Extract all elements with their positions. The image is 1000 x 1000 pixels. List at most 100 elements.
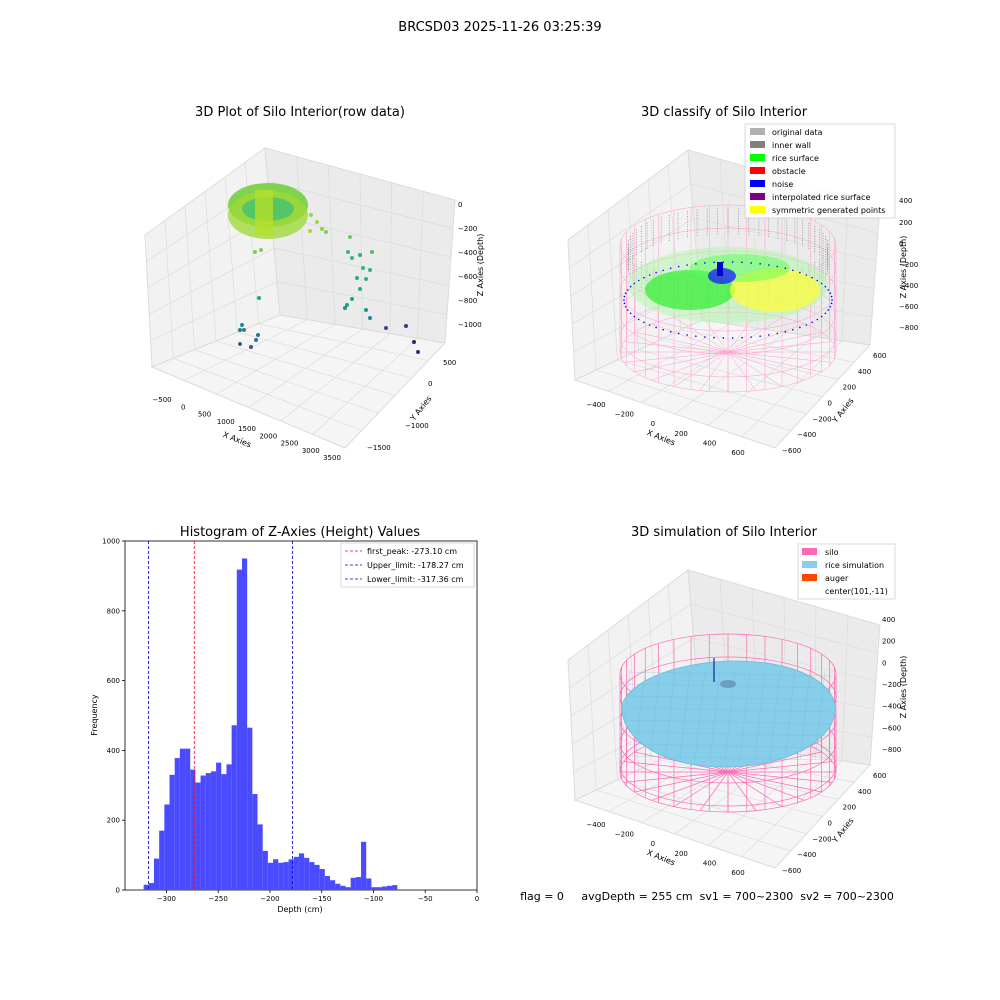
histogram-y-tick-label: 0 [116, 887, 120, 895]
raw-scatter-point [254, 338, 258, 342]
raw-scatter-point [368, 268, 372, 272]
histogram-y-tick-label: 800 [107, 607, 120, 615]
figure-suptitle: BRCSD03 2025-11-26 03:25:39 [398, 20, 601, 35]
x-tick-label: 3000 [302, 447, 320, 455]
histogram-bar [298, 853, 305, 890]
x-tick-label: 400 [703, 439, 716, 447]
classify-legend-label: inner wall [772, 141, 811, 150]
histogram-legend-label: Upper_limit: -178.27 cm [367, 561, 464, 570]
histogram-bar [329, 880, 336, 890]
simulation-legend-label: rice simulation [825, 561, 884, 570]
y-tick-label: 400 [858, 788, 871, 796]
histogram-bar [278, 862, 284, 890]
histogram-bar [293, 856, 299, 890]
raw-scatter-point [348, 235, 352, 239]
histogram-title: Histogram of Z-Axies (Height) Values [180, 525, 420, 540]
y-tick-label: 400 [858, 368, 871, 376]
y-tick-label: −400 [797, 851, 816, 859]
x-tick-label: 500 [198, 411, 211, 419]
classify-legend-swatch [750, 141, 765, 148]
raw-scatter-point [364, 277, 368, 281]
histogram-bar [283, 862, 289, 890]
classify-x-axis-label: X Axies [646, 428, 677, 447]
z-tick-label: −200 [458, 225, 477, 233]
raw-scatter-point [350, 297, 354, 301]
status-line: flag = 0 avgDepth = 255 cm sv1 = 700~230… [520, 890, 894, 903]
histogram-bar [309, 862, 315, 890]
histogram-bar [190, 769, 196, 890]
histogram-bar [371, 887, 377, 890]
histogram-bar [355, 877, 362, 890]
classify-legend-swatch [750, 180, 765, 187]
z-tick-label: 0 [458, 201, 462, 209]
x-tick-label: −400 [586, 401, 605, 409]
raw-scatter-point [345, 303, 349, 307]
histogram-bar [304, 857, 310, 890]
raw-scatter-point [238, 342, 242, 346]
histogram-bar [185, 748, 191, 890]
histogram-x-tick-label: −200 [260, 895, 279, 903]
raw-scatter-point [364, 308, 368, 312]
classify-legend: original data inner wall rice surface obsta… [744, 123, 896, 219]
histogram-legend-label: Lower_limit: -317.36 cm [367, 575, 464, 584]
histogram-bar [210, 771, 217, 890]
y-tick-label: 600 [873, 772, 886, 780]
z-tick-label: 0 [899, 240, 903, 248]
z-tick-label: −800 [899, 324, 918, 332]
raw-rice-surface-cloud [228, 183, 308, 239]
x-tick-label: 2500 [281, 440, 299, 448]
histogram-bar [319, 869, 325, 890]
y-tick-label: 200 [843, 384, 856, 392]
z-tick-label: −400 [882, 703, 901, 711]
raw-z-axis-label: Z Axies (Depth) [476, 234, 485, 297]
histogram-bar [216, 762, 222, 890]
x-tick-label: 1000 [217, 418, 235, 426]
x-tick-label: −200 [615, 411, 634, 419]
z-tick-label: −600 [458, 273, 477, 281]
z-tick-label: −800 [882, 746, 901, 754]
classify-legend-label: rice surface [772, 154, 819, 163]
histogram-legend: first_peak: -273.10 cm Upper_limit: -178.… [340, 542, 475, 588]
histogram-bar [257, 824, 263, 890]
y-tick-label: 0 [828, 400, 832, 408]
raw-scatter-point [257, 296, 261, 300]
raw-3d-plot: 3D Plot of Silo Interior(row data) −500 0… [144, 105, 485, 462]
x-tick-label: 600 [731, 869, 744, 877]
x-tick-label: 200 [675, 850, 688, 858]
histogram-bar [221, 774, 227, 890]
histogram-bar [169, 774, 175, 890]
classify-z-top-tick: 400 [899, 197, 912, 205]
raw-scatter-point [238, 328, 242, 332]
histogram-bar [179, 748, 186, 890]
classify-legend-swatch [750, 128, 765, 135]
histogram-bar [236, 569, 242, 890]
z-tick-label: 400 [882, 616, 895, 624]
classify-point-cloud [623, 208, 833, 339]
histogram-x-tick-label: −300 [157, 895, 176, 903]
raw-scatter-point [384, 326, 388, 330]
histogram-bar [345, 887, 351, 890]
histogram-x-tick-label: −250 [209, 895, 228, 903]
histogram-bar [324, 876, 330, 890]
classify-z-axis-label: Z Axies (Depth) [899, 236, 908, 299]
histogram-bar [153, 858, 160, 890]
classify-legend-label: interpolated rice surface [772, 193, 870, 202]
x-tick-label: 1500 [238, 425, 256, 433]
histogram-reference-lines [148, 541, 293, 890]
histogram-bar [252, 794, 258, 890]
raw-scatter-point [368, 316, 372, 320]
classify-legend-swatch [750, 154, 765, 161]
simulation-x-axis-label: X Axies [646, 848, 677, 867]
simulation-plot-title: 3D simulation of Silo Interior [631, 525, 818, 540]
histogram-ticks: −300 −250 −200 −150 −100 −50 0 0 200 400 600 800 100… [102, 538, 479, 904]
histogram-bar [164, 804, 170, 890]
histogram-bar [340, 885, 346, 890]
raw-scatter-point [346, 250, 350, 254]
histogram-y-tick-label: 200 [107, 817, 120, 825]
simulation-y-axis-label: Y Axies [830, 816, 856, 845]
histogram-bar [241, 558, 248, 890]
histogram-bar [159, 830, 165, 890]
histogram-chart: Histogram of Z-Axies (Height) Values −30… [90, 525, 479, 914]
raw-scatter-point [240, 323, 244, 327]
